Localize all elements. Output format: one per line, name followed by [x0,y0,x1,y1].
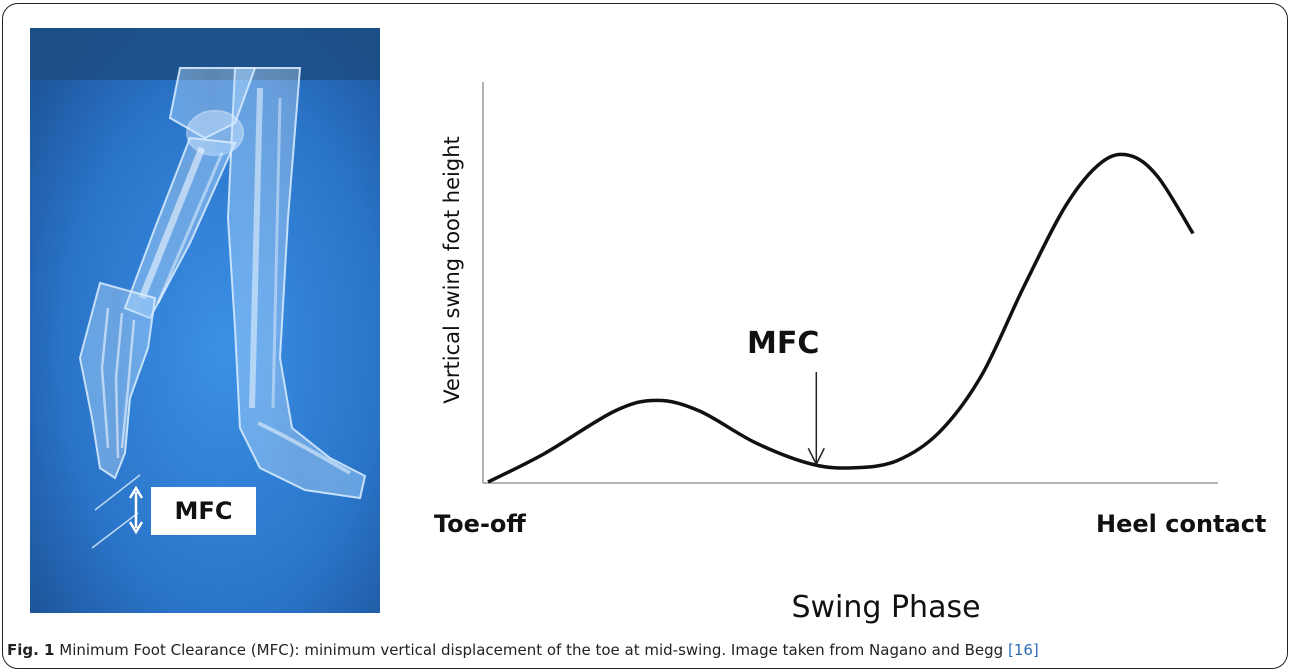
caption-label: Fig. 1 [7,641,55,659]
caption-text: Minimum Foot Clearance (MFC): minimum ve… [54,641,1008,659]
mfc-label-box: MFC [151,487,256,535]
figure-frame [2,3,1288,669]
mfc-annotation-label: MFC [747,326,820,361]
foot-height-curve [487,152,1195,484]
mfc-arrowhead [807,447,825,466]
x-axis-title: Swing Phase [791,590,981,625]
x-tick-toe-off: Toe-off [434,510,526,538]
caption-reference-link[interactable]: [16] [1007,641,1039,659]
figure-caption: Fig. 1 Minimum Foot Clearance (MFC): min… [7,641,1277,659]
x-tick-heel-contact: Heel contact [1096,510,1267,538]
